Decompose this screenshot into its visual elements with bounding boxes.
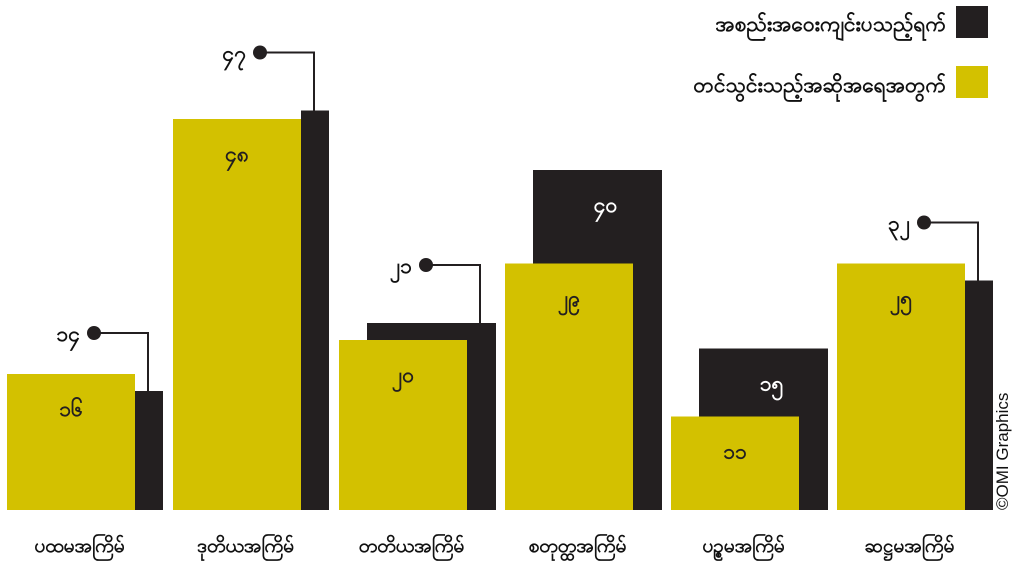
legend: အစည်းအဝေးကျင်းပသည့်ရက် တင်သွင်းသည့်အဆိုအ…	[693, 6, 988, 103]
value-label-olive-2: ၄၈	[225, 142, 249, 172]
value-label-olive-4: ၂၉	[558, 287, 580, 317]
callouts	[87, 45, 979, 391]
value-label-dark-5: ၁၅	[760, 372, 784, 402]
callout-line-1	[94, 332, 149, 391]
credit-text: ©OMI Graphics	[993, 393, 1012, 510]
legend-swatch-dark	[956, 6, 988, 38]
bar-dark-1	[135, 391, 163, 510]
bar-dark-6	[965, 280, 993, 510]
series-olive-bars	[7, 119, 965, 510]
category-label-4: စတုတ္ထအကြိမ်	[529, 532, 627, 562]
legend-label-olive: တင်သွင်းသည့်အဆိုအရေအတွက်	[693, 71, 946, 103]
value-label-olive-1: ၁၆	[59, 395, 83, 421]
callout-dot-2	[253, 45, 267, 60]
bar-olive-5	[671, 416, 799, 510]
callout-line-2	[260, 51, 315, 111]
bar-olive-1	[7, 374, 135, 510]
callout-dot-6	[917, 215, 931, 230]
bar-olive-3	[339, 340, 467, 510]
bar-olive-6	[837, 263, 965, 510]
category-label-2: ဒုတိယအကြိမ်	[197, 532, 294, 562]
callout-line-6	[924, 221, 979, 281]
bar-olive-2	[173, 119, 301, 510]
value-label-olive-3: ၂၀	[392, 363, 414, 393]
callout-dot-1	[87, 326, 101, 340]
bar-olive-4	[505, 263, 633, 510]
value-label-olive-5: ၁၁	[723, 440, 747, 464]
value-label-olive-6: ၂၅	[890, 287, 912, 317]
category-label-5: ပဉ္စမအကြိမ်	[702, 532, 784, 562]
value-label-dark-4: ၄၀	[594, 193, 618, 223]
legend-swatch-olive	[956, 66, 988, 98]
value-label-dark-6: ၃၂	[888, 212, 910, 242]
legend-label-dark: အစည်းအဝေးကျင်းပသည့်ရက်	[715, 10, 946, 42]
category-label-3: တတိယအကြိမ်	[359, 532, 465, 562]
value-label-dark-1: ၁၄	[56, 322, 80, 352]
value-label-dark-3: ၂၁	[390, 254, 412, 284]
category-label-6: ဆဋ္ဌမအကြိမ်	[865, 532, 955, 562]
callout-line-3	[426, 264, 481, 323]
callout-dot-3	[419, 258, 433, 272]
category-label-1: ပထမအကြိမ်	[34, 532, 124, 562]
category-labels: ပထမအကြိမ် ဒုတိယအကြိမ် တတိယအကြိမ် စတုတ္ထအကြိ…	[34, 532, 954, 562]
value-label-dark-2: ၄၇	[222, 42, 246, 72]
bar-dark-2	[301, 110, 329, 510]
